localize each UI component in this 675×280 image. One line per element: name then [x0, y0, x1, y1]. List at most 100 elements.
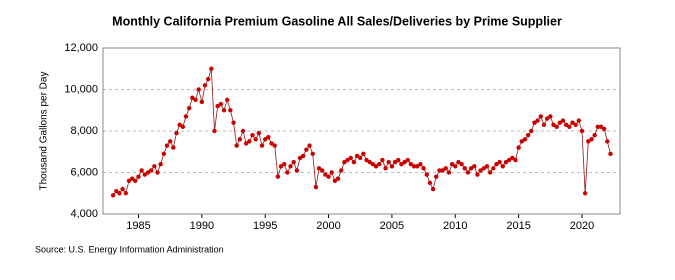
data-point — [491, 166, 496, 171]
data-point — [294, 168, 300, 173]
data-point — [532, 120, 537, 125]
data-point — [329, 170, 334, 175]
chart-title: Monthly California Premium Gasoline All … — [112, 14, 562, 28]
data-point — [209, 66, 214, 71]
data-point — [139, 168, 144, 173]
data-point — [421, 166, 426, 171]
data-point — [487, 170, 493, 175]
data-point — [405, 157, 410, 163]
data-point — [605, 139, 610, 144]
data-point — [567, 124, 572, 130]
data-point — [570, 120, 575, 125]
data-point — [598, 124, 604, 130]
data-point — [335, 176, 341, 181]
data-point — [345, 157, 350, 163]
data-point — [183, 114, 189, 119]
data-point — [560, 118, 566, 123]
data-point — [529, 128, 534, 134]
data-point — [148, 168, 154, 173]
data-point — [339, 168, 344, 173]
data-point — [459, 162, 464, 167]
x-tick-label: 1995 — [253, 220, 277, 232]
data-point — [253, 137, 258, 142]
data-point — [202, 83, 208, 88]
data-point — [243, 141, 249, 146]
data-point — [427, 180, 433, 186]
data-point — [117, 191, 122, 196]
plot-border — [102, 47, 621, 215]
data-point — [415, 164, 420, 169]
data-point — [278, 164, 284, 169]
y-axis-label: Thousand Gallons per Day — [39, 72, 50, 191]
data-point — [475, 172, 480, 177]
data-point — [548, 114, 553, 119]
data-point — [326, 174, 331, 179]
data-point — [221, 108, 227, 113]
data-point — [123, 191, 129, 196]
data-point — [456, 159, 461, 165]
data-point — [399, 162, 404, 167]
data-point — [250, 132, 255, 138]
data-point — [453, 164, 458, 169]
data-point — [557, 120, 563, 125]
data-point — [582, 191, 588, 196]
data-point — [497, 159, 502, 165]
data-point — [541, 122, 547, 127]
data-point — [161, 151, 167, 157]
data-point — [218, 101, 224, 107]
data-point — [367, 159, 372, 165]
data-point — [323, 172, 328, 177]
data-point — [449, 162, 455, 167]
data-point — [354, 153, 360, 159]
data-point — [288, 164, 293, 169]
data-point — [383, 166, 388, 171]
data-point — [256, 130, 262, 136]
data-point — [285, 170, 290, 175]
data-point — [212, 128, 217, 134]
data-point — [494, 162, 499, 167]
data-point — [145, 170, 151, 175]
data-point — [525, 132, 531, 138]
data-point — [266, 135, 271, 140]
data-point — [589, 137, 594, 142]
data-point — [316, 166, 322, 171]
data-point — [282, 162, 287, 167]
data-point — [126, 178, 132, 183]
data-point — [142, 172, 148, 177]
x-tick-label: 2005 — [380, 220, 404, 232]
data-point — [538, 114, 544, 119]
data-point — [472, 164, 477, 169]
data-point — [408, 162, 414, 167]
x-tick-label: 2000 — [316, 220, 340, 232]
data-point — [592, 132, 597, 138]
data-point — [392, 159, 398, 165]
data-point — [304, 147, 309, 152]
x-tick-label: 2015 — [506, 220, 530, 232]
data-point — [535, 118, 540, 123]
data-point — [114, 188, 119, 194]
data-point — [522, 137, 528, 142]
data-point — [120, 186, 125, 192]
data-point — [348, 155, 353, 161]
data-point — [269, 141, 274, 146]
data-point — [503, 159, 509, 165]
data-point — [373, 164, 379, 169]
data-point — [259, 143, 265, 148]
data-point — [291, 159, 296, 165]
data-point — [484, 164, 490, 169]
x-tick-label: 2010 — [443, 220, 467, 232]
data-point — [199, 99, 205, 105]
data-point — [462, 166, 467, 171]
data-point — [174, 130, 179, 136]
data-point — [133, 178, 138, 183]
data-point — [608, 151, 613, 157]
data-point — [586, 139, 591, 144]
data-point — [332, 178, 338, 183]
data-point — [136, 174, 141, 179]
x-tick-label: 2020 — [570, 220, 594, 232]
data-point — [576, 118, 582, 123]
data-point — [186, 105, 192, 111]
data-point — [275, 174, 281, 179]
data-point — [510, 155, 515, 161]
